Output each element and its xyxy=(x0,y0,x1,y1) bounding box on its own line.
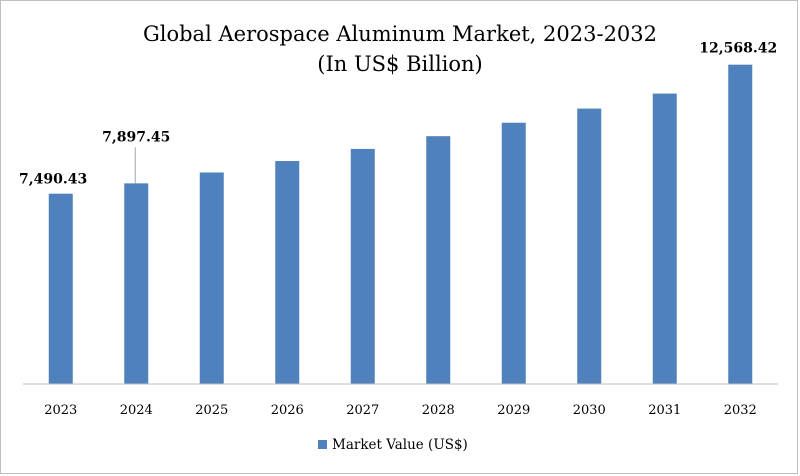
bar-2032 xyxy=(728,64,753,385)
x-tick-labels: 2023 2024 2025 2026 2027 2028 2029 2030 2031 2032 xyxy=(44,403,757,418)
bar-2024 xyxy=(124,183,149,384)
bar-2025 xyxy=(199,172,224,384)
x-tick-label-2025: 2025 xyxy=(195,403,228,418)
x-tick-label-2023: 2023 xyxy=(44,403,77,418)
x-tick-label-2028: 2028 xyxy=(422,403,455,418)
bar-2027 xyxy=(350,148,375,384)
bar-2028 xyxy=(426,136,451,384)
chart-subtitle: (In US$ Billion) xyxy=(317,52,482,76)
data-label-2023: 7,490.43 xyxy=(19,172,87,188)
legend: Market Value (US$) xyxy=(318,437,468,453)
bar-2030 xyxy=(577,108,602,384)
bar-2031 xyxy=(652,93,677,384)
x-tick-label-2031: 2031 xyxy=(648,403,681,418)
x-tick-label-2029: 2029 xyxy=(497,403,530,418)
legend-label: Market Value (US$) xyxy=(332,437,468,453)
bars-group xyxy=(48,64,753,385)
data-label-2024: 7,897.45 xyxy=(102,129,170,145)
data-labels: 7,490.43 7,897.45 12,568.42 xyxy=(19,41,777,188)
x-tick-label-2030: 2030 xyxy=(573,403,606,418)
x-tick-label-2026: 2026 xyxy=(271,403,304,418)
bar-2026 xyxy=(275,161,300,384)
legend-swatch xyxy=(318,440,327,449)
chart-title: Global Aerospace Aluminum Market, 2023-2… xyxy=(143,22,657,46)
x-tick-label-2027: 2027 xyxy=(346,403,379,418)
bar-2029 xyxy=(501,122,526,385)
bar-2023 xyxy=(48,193,73,384)
data-label-2032: 12,568.42 xyxy=(699,41,777,57)
x-tick-label-2024: 2024 xyxy=(120,403,153,418)
x-tick-label-2032: 2032 xyxy=(724,403,757,418)
